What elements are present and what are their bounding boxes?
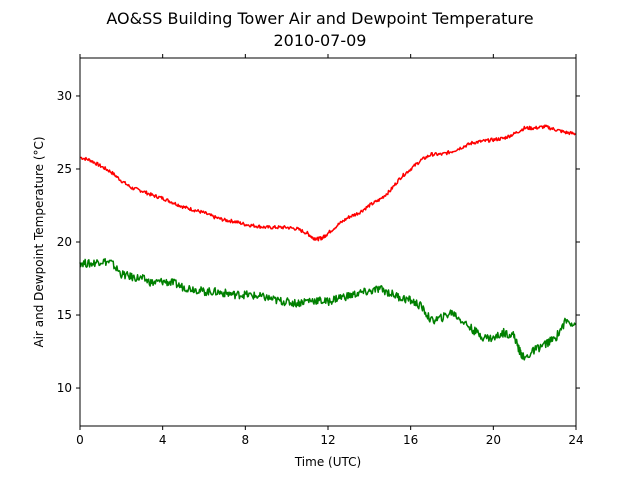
chart-title: AO&SS Building Tower Air and Dewpoint Te… bbox=[106, 9, 533, 28]
series-line-0 bbox=[79, 124, 577, 242]
x-tick-label: 0 bbox=[76, 433, 84, 447]
x-tick-label: 16 bbox=[403, 433, 418, 447]
y-axis: 10 15 20 25 30 bbox=[57, 89, 580, 395]
y-tick-label: 30 bbox=[57, 89, 72, 103]
chart-subtitle: 2010-07-09 bbox=[274, 31, 367, 50]
y-tick-label: 15 bbox=[57, 308, 72, 322]
plot-frame bbox=[79, 57, 577, 427]
y-tick-label: 25 bbox=[57, 162, 72, 176]
x-tick-label: 24 bbox=[568, 433, 583, 447]
x-tick-label: 4 bbox=[159, 433, 167, 447]
x-axis: 0 4 8 12 16 20 24 bbox=[76, 54, 584, 447]
x-tick-label: 20 bbox=[486, 433, 501, 447]
series-layer bbox=[79, 124, 577, 361]
plot-area: 0 4 8 12 16 20 24 10 15 20 25 30 bbox=[57, 54, 584, 447]
series-line-1 bbox=[79, 257, 577, 361]
y-tick-label: 20 bbox=[57, 235, 72, 249]
x-tick-label: 8 bbox=[242, 433, 250, 447]
y-axis-label: Air and Dewpoint Temperature (°C) bbox=[32, 136, 46, 347]
y-tick-label: 10 bbox=[57, 381, 72, 395]
x-tick-label: 12 bbox=[320, 433, 335, 447]
x-axis-label: Time (UTC) bbox=[294, 455, 361, 469]
